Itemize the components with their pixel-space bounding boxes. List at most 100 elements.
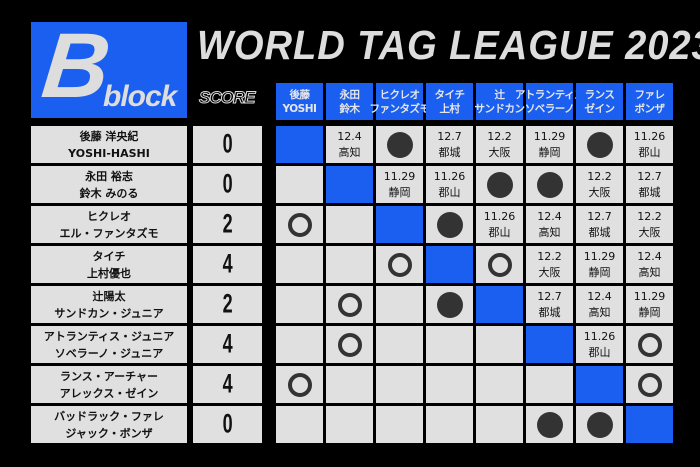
match-date: 11.26	[633, 129, 666, 143]
self-match-cell	[276, 126, 323, 163]
match-cell	[476, 366, 523, 403]
match-cell: 11.29 静岡	[576, 246, 623, 283]
match-date: 12.7	[637, 169, 662, 183]
match-cell: 12.2 大阪	[576, 166, 623, 203]
score-value: 2	[222, 289, 233, 319]
column-header-line1: 永田	[339, 88, 361, 101]
match-cell	[276, 206, 323, 243]
match-cell	[426, 366, 473, 403]
team-name-cell: ヒクレオエル・ファンタズモ	[31, 206, 187, 243]
match-date: 11.29	[633, 289, 666, 303]
match-cell: 12.7 都城	[426, 126, 473, 163]
score-value: 0	[222, 409, 233, 439]
match-cell	[276, 406, 323, 443]
match-venue: 郡山	[488, 225, 511, 239]
team-score: 4	[193, 246, 262, 283]
loss-mark-icon	[637, 332, 662, 357]
match-cell	[326, 206, 373, 243]
self-match-cell	[326, 166, 373, 203]
match-cell	[576, 406, 623, 443]
match-cell	[326, 246, 373, 283]
match-date: 12.7	[437, 129, 462, 143]
team-score: 0	[193, 126, 262, 163]
wrestler-name: アトランティス・ジュニア	[43, 329, 175, 343]
column-header: アトランティス ソベラーノ	[515, 83, 585, 120]
match-date: 12.4	[537, 209, 562, 223]
match-date: 12.4	[587, 289, 612, 303]
column-header: 永田 鈴木	[326, 83, 373, 120]
match-venue: 都城	[588, 225, 611, 239]
self-match-cell	[426, 246, 473, 283]
column-header-line2: ボンザ	[634, 102, 666, 115]
match-cell	[576, 126, 623, 163]
match-cell	[326, 366, 373, 403]
match-venue: 高知	[588, 305, 611, 319]
match-date: 11.26	[483, 209, 516, 223]
loss-mark-icon	[287, 372, 312, 397]
match-cell: 11.26 郡山	[476, 206, 523, 243]
match-cell: 11.26 郡山	[626, 126, 673, 163]
match-venue: 高知	[338, 145, 361, 159]
win-mark-icon	[436, 211, 463, 238]
column-header-line1: アトランティス	[514, 88, 585, 101]
match-cell: 12.2 大阪	[526, 246, 573, 283]
match-cell	[626, 326, 673, 363]
match-cell	[476, 166, 523, 203]
match-cell: 12.4 高知	[576, 286, 623, 323]
match-venue: 都城	[638, 185, 661, 199]
self-match-cell	[476, 286, 523, 323]
match-date: 12.2	[637, 209, 662, 223]
match-cell: 12.4 高知	[326, 126, 373, 163]
match-cell	[426, 206, 473, 243]
match-cell: 11.29 静岡	[626, 286, 673, 323]
loss-mark-icon	[637, 372, 662, 397]
loss-mark-icon	[337, 332, 362, 357]
match-cell	[376, 286, 423, 323]
match-cell	[476, 246, 523, 283]
match-cell: 11.29 静岡	[526, 126, 573, 163]
match-date: 11.29	[383, 169, 416, 183]
match-venue: 大阪	[638, 225, 661, 239]
match-cell: 11.26 郡山	[426, 166, 473, 203]
wrestler-name: バッドラック・ファレ	[54, 409, 164, 423]
match-date: 12.2	[587, 169, 612, 183]
match-cell	[276, 246, 323, 283]
wrestler-name: アレックス・ゼイン	[59, 386, 159, 400]
column-header-line2: ゼイン	[584, 102, 616, 115]
score-value: 0	[222, 169, 233, 199]
wrestler-name: 後藤 洋央紀	[79, 129, 139, 143]
match-cell	[426, 286, 473, 323]
team-score: 2	[193, 286, 262, 323]
wrestler-name: エル・ファンタズモ	[59, 226, 159, 240]
match-venue: 都城	[538, 305, 561, 319]
wrestler-name: ジャック・ボンザ	[65, 426, 153, 440]
match-date: 12.7	[587, 209, 612, 223]
loss-mark-icon	[487, 252, 512, 277]
match-venue: 郡山	[638, 145, 661, 159]
match-cell	[326, 326, 373, 363]
team-name-cell: ランス・アーチャー アレックス・ゼイン	[31, 366, 187, 403]
match-cell	[376, 246, 423, 283]
column-header-line1: ファレ	[634, 88, 666, 101]
match-cell	[376, 326, 423, 363]
wrestler-name: タイチ	[92, 249, 126, 263]
self-match-cell	[626, 406, 673, 443]
match-venue: 静岡	[638, 305, 661, 319]
team-score: 4	[193, 326, 262, 363]
team-name-cell: 永田 裕志 鈴木 みのる	[31, 166, 187, 203]
match-cell	[376, 406, 423, 443]
match-date: 11.26	[583, 329, 616, 343]
self-match-cell	[526, 326, 573, 363]
match-cell	[526, 166, 573, 203]
block-word: block	[103, 80, 177, 113]
column-header-line2: サンドカン	[474, 102, 526, 115]
match-cell: 12.7 都城	[626, 166, 673, 203]
match-venue: 静岡	[588, 265, 611, 279]
column-header-line2: ファンタズモ	[369, 102, 431, 115]
match-cell: 11.26 郡山	[576, 326, 623, 363]
wrestler-name: ヒクレオ	[87, 209, 131, 223]
team-score: 2	[193, 206, 262, 243]
match-cell	[526, 366, 573, 403]
match-cell	[626, 366, 673, 403]
match-venue: 高知	[638, 265, 661, 279]
